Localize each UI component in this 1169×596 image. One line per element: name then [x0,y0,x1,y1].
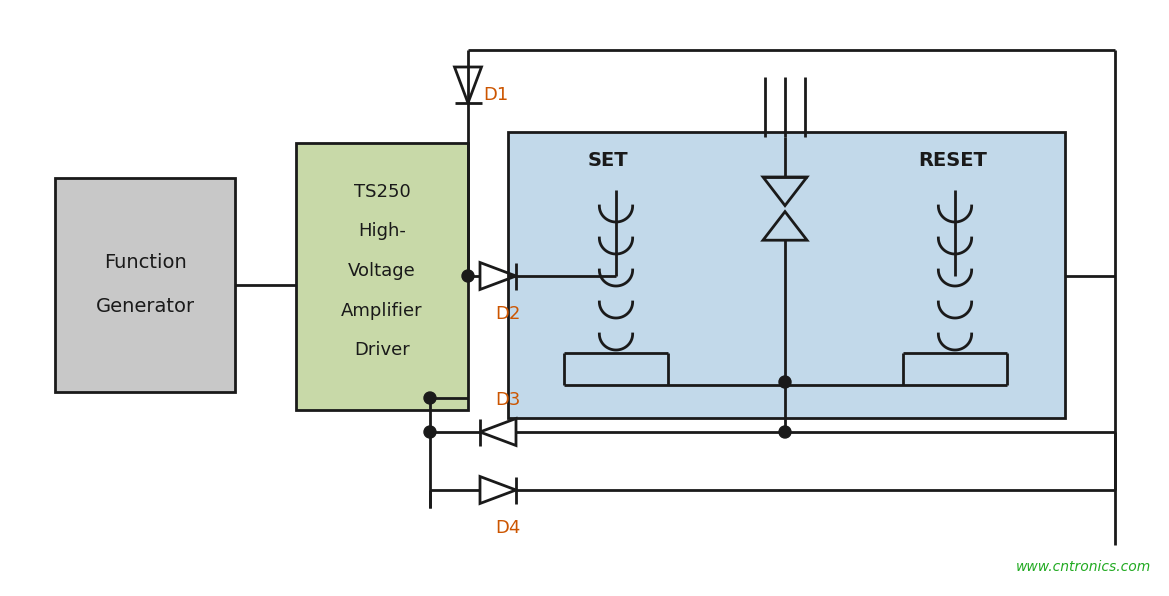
Circle shape [424,426,436,438]
Text: SET: SET [588,151,628,169]
Text: D2: D2 [496,305,520,323]
Circle shape [779,376,791,388]
Text: D3: D3 [496,391,520,409]
Circle shape [779,426,791,438]
Text: D1: D1 [483,86,509,104]
Text: Driver: Driver [354,341,410,359]
Circle shape [424,392,436,404]
Text: TS250: TS250 [354,183,410,201]
Text: Amplifier: Amplifier [341,302,423,320]
FancyBboxPatch shape [509,132,1065,418]
FancyBboxPatch shape [296,143,468,410]
Text: RESET: RESET [919,151,988,169]
Text: D4: D4 [496,519,520,537]
Text: High-: High- [358,222,406,240]
Text: Generator: Generator [96,297,194,316]
Circle shape [462,270,473,282]
Text: Voltage: Voltage [348,262,416,280]
FancyBboxPatch shape [55,178,235,392]
Text: Function: Function [104,253,186,272]
Text: www.cntronics.com: www.cntronics.com [1016,560,1151,574]
